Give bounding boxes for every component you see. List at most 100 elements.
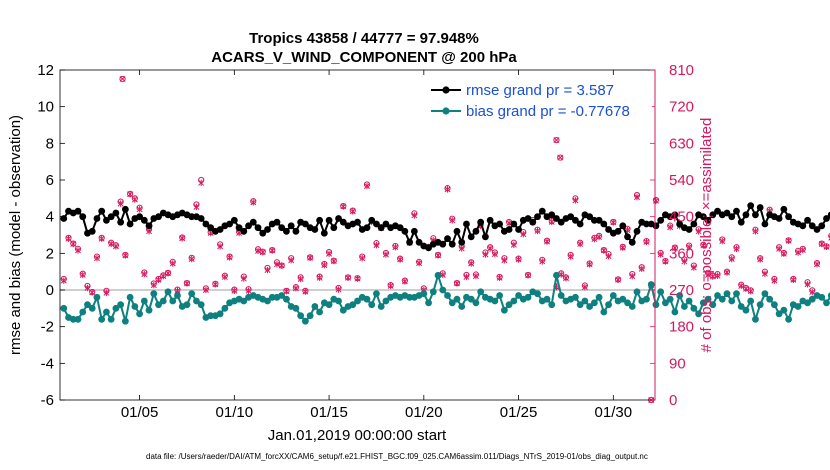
bias-point [240, 297, 248, 305]
obs-assimilated-marker [591, 235, 598, 243]
bias-point [827, 292, 830, 299]
bias-point [761, 290, 769, 298]
rmse-point [714, 207, 721, 215]
obs-assimilated-marker [643, 238, 650, 246]
obs-assimilated-marker [340, 203, 347, 210]
bias-point [112, 304, 120, 312]
obs-assimilated-marker [240, 275, 247, 282]
obs-assimilated-marker [548, 218, 555, 226]
bias-point [406, 293, 414, 301]
rmse-point [60, 215, 68, 222]
obs-assimilated-marker [605, 252, 612, 260]
obs-assimilated-marker [487, 245, 494, 252]
bias-point [429, 288, 437, 296]
obs-assimilated-marker [728, 255, 735, 263]
bias-point [306, 312, 314, 320]
obs-assimilated-stroke [828, 238, 830, 241]
bias-point [373, 290, 380, 298]
bias-point [335, 297, 342, 305]
obs-assimilated-marker [458, 245, 465, 252]
obs-assimilated-marker [70, 240, 77, 248]
rmse-point [529, 218, 537, 226]
bias-point [316, 308, 324, 316]
obs-assimilated-marker [525, 272, 531, 279]
obs-assimilated-marker [60, 277, 67, 284]
rmse-point [761, 220, 769, 228]
rmse-point [756, 204, 764, 211]
y-right-tick-label: 720 [669, 99, 694, 116]
x-axis-label: Jan.01,2019 00:00:00 start [268, 427, 447, 444]
obs-assimilated-marker [823, 243, 830, 251]
rmse-point [463, 220, 470, 228]
obs-assimilated-marker [155, 276, 162, 284]
rmse-point [259, 229, 267, 237]
y-right-tick-label: 630 [669, 135, 694, 152]
legend-rmse-marker [442, 86, 450, 94]
bias-point [818, 293, 826, 301]
y-tick-label: 10 [37, 99, 54, 116]
bias-point [382, 297, 390, 305]
bias-point [197, 301, 205, 309]
bias-point [193, 297, 200, 305]
obs-assimilated-marker [136, 206, 143, 213]
obs-possible-marker [119, 75, 126, 83]
x-tick-label: 01/10 [216, 404, 254, 421]
bias-point [150, 290, 158, 298]
bias-point [216, 310, 224, 318]
rmse-point [316, 216, 324, 224]
bias-point [505, 301, 513, 309]
rmse-point [685, 226, 693, 233]
obs-assimilated-marker [416, 259, 423, 267]
bias-point [515, 292, 522, 299]
rmse-point [335, 215, 342, 222]
x-axis-ticks: 01/05 01/10 01/15 01/20 01/25 01/30 [121, 70, 632, 421]
obs-assimilated-marker [463, 273, 470, 281]
obs-assimilated-marker [515, 256, 522, 263]
bias-point [74, 315, 82, 323]
rmse-point [287, 222, 295, 230]
bias-point [657, 288, 665, 296]
bias-point [164, 288, 172, 296]
obs-assimilated-marker [184, 280, 190, 287]
bias-point [723, 290, 731, 298]
rmse-point [482, 233, 489, 241]
bias-point [747, 297, 755, 305]
data-file-footnote: data file: /Users/raeder/DAI/ATM_forcXX/… [146, 452, 648, 461]
bias-point [301, 317, 309, 325]
obs-assimilated-marker [747, 288, 754, 295]
obs-assimilated-marker [662, 258, 669, 265]
rmse-point [74, 207, 82, 215]
rmse-point [643, 220, 650, 228]
bias-point [368, 301, 376, 309]
rmse-point [339, 218, 347, 226]
rmse-point [775, 215, 783, 222]
bias-point [756, 301, 764, 309]
obs-assimilated-marker [411, 212, 418, 219]
obs-assimilated-marker [359, 255, 366, 262]
bias-point [264, 297, 271, 305]
obs-assimilated-marker [454, 280, 460, 287]
bias-point [808, 295, 816, 303]
bias-point [624, 299, 631, 307]
obs-assimilated-marker [321, 261, 328, 269]
rmse-point [325, 216, 333, 224]
rmse-point [301, 220, 309, 228]
obs-assimilated-marker [657, 251, 664, 258]
obs-assimilated-marker [335, 286, 342, 293]
bias-point [543, 295, 551, 303]
obs-assimilated-marker [761, 270, 768, 277]
rmse-point [633, 227, 641, 235]
obs-assimilated-marker [169, 260, 176, 267]
bias-point [145, 306, 153, 314]
rmse-point [704, 216, 712, 224]
legend-bias-marker [442, 107, 450, 115]
obs-assimilated-marker [652, 197, 659, 204]
obs-assimilated-marker [202, 286, 209, 294]
y-right-tick-label: 360 [669, 245, 694, 262]
bias-point [595, 293, 603, 301]
bias-point [325, 301, 333, 309]
bias-point [477, 288, 485, 296]
bias-point [107, 315, 115, 323]
rmse-point [103, 216, 110, 224]
